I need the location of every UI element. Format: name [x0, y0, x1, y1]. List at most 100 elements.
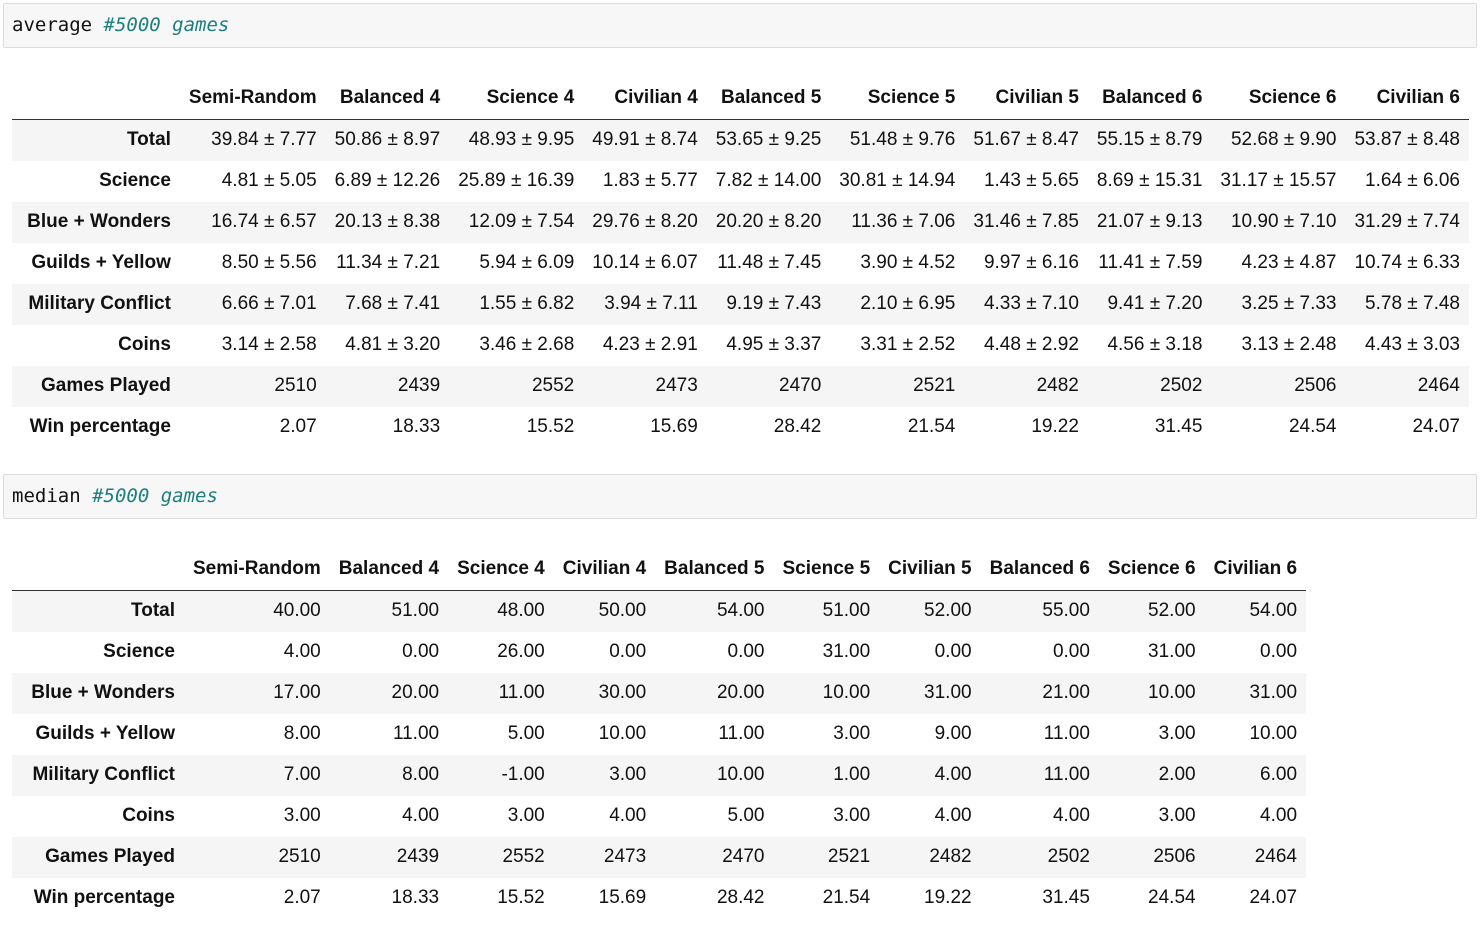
row-label: Science [99, 170, 171, 191]
table-cell: 20.00 [391, 682, 440, 703]
row-label: Military Conflict [32, 764, 175, 785]
table-cell: 2439 [397, 375, 441, 396]
table-row: Military Conflict 7.00 8.00 -1.00 3.00 10.00 1… [12, 754, 1307, 796]
table-cell: 4.00 [1052, 805, 1090, 826]
table-cell: 15.52 [497, 887, 545, 908]
table-cell: 2552 [502, 846, 545, 867]
table-cell: 10.74 ± 6.33 [1354, 252, 1460, 273]
code-cell-median[interactable]: median #5000 games [3, 474, 1477, 519]
table-cell: 55.00 [1042, 600, 1090, 622]
table-cell: 55.15 ± 8.79 [1096, 129, 1203, 151]
table-cell: 4.00 [402, 805, 440, 826]
index-header [12, 548, 184, 591]
table-cell: 19.22 [924, 887, 972, 908]
table-cell: 8.00 [402, 764, 440, 785]
table-cell: 15.69 [598, 887, 647, 908]
dataframe-median: Semi-Random Balanced 4 Science 4 Civilia… [12, 548, 1307, 919]
table-cell: 2470 [722, 846, 765, 867]
table-cell: 9.97 ± 6.16 [983, 252, 1079, 273]
row-label: Guilds + Yellow [31, 252, 171, 273]
table-cell: 3.25 ± 7.33 [1241, 293, 1337, 314]
table-cell: 25.89 ± 16.39 [458, 170, 575, 191]
table-cell: 6.00 [1260, 764, 1298, 785]
table-cell: 4.95 ± 3.37 [726, 334, 822, 355]
table-cell: 0.00 [1052, 641, 1090, 662]
table-cell: 8.50 ± 5.56 [221, 252, 317, 273]
table-cell: 4.00 [1260, 805, 1298, 826]
row-label: Total [131, 600, 175, 622]
table-cell: 3.00 [1158, 723, 1196, 744]
table-cell: 52.00 [1148, 600, 1196, 622]
table-cell: 28.42 [716, 887, 765, 908]
table-cell: 0.00 [727, 641, 765, 662]
row-label: Coins [118, 334, 171, 355]
table-cell: 16.74 ± 6.57 [211, 211, 317, 232]
code-keyword: median [12, 485, 81, 507]
table-cell: 5.94 ± 6.09 [479, 252, 575, 273]
table-cell: 52.68 ± 9.90 [1230, 129, 1337, 151]
code-cell-average[interactable]: average #5000 games [3, 3, 1477, 48]
table-cell: 4.33 ± 7.10 [983, 293, 1079, 314]
table-row: Win percentage 2.07 18.33 15.52 15.69 28.42 21… [12, 406, 1469, 448]
table-cell: 10.00 [822, 682, 871, 703]
table-cell: 3.00 [1158, 805, 1196, 826]
row-label: Win percentage [29, 416, 171, 437]
table-cell: 3.00 [507, 805, 545, 826]
table-cell: 11.34 ± 7.21 [336, 252, 441, 273]
table-cell: 49.91 ± 8.74 [592, 129, 698, 151]
table-cell: 12.09 ± 7.54 [468, 211, 575, 232]
table-cell: 4.23 ± 4.87 [1241, 252, 1337, 273]
table-cell: 9.19 ± 7.43 [726, 293, 822, 314]
table-cell: 2.07 [283, 887, 321, 908]
table-cell: 21.00 [1042, 682, 1090, 703]
column-header: Balanced 6 [980, 548, 1099, 591]
table-row: Games Played 2510 2439 2552 2473 2470 2521 2482… [12, 836, 1307, 878]
row-label: Games Played [41, 375, 171, 396]
table-cell: 39.84 ± 7.77 [211, 129, 317, 151]
table-cell: 18.33 [392, 416, 441, 437]
table-cell: 10.00 [716, 764, 765, 785]
table-cell: 3.00 [609, 764, 647, 785]
table-cell: 2502 [1160, 375, 1203, 396]
table-cell: 31.00 [924, 682, 972, 703]
table-cell: 9.41 ± 7.20 [1107, 293, 1203, 314]
table-row: Blue + Wonders 16.74 ± 6.57 20.13 ± 8.38 12… [12, 201, 1469, 243]
table-cell: 4.00 [609, 805, 647, 826]
table-cell: 4.00 [934, 805, 972, 826]
table-cell: 8.00 [283, 723, 321, 744]
table-cell: 3.13 ± 2.48 [1241, 334, 1337, 355]
table-cell: 31.45 [1154, 416, 1203, 437]
table-cell: 1.64 ± 6.06 [1365, 170, 1460, 191]
table-cell: 2502 [1047, 846, 1090, 867]
table-cell: 4.00 [283, 641, 321, 662]
table-cell: 19.22 [1031, 416, 1079, 437]
table-cell: 17.00 [273, 682, 321, 703]
column-header: Balanced 5 [706, 77, 831, 120]
table-cell: 31.00 [1148, 641, 1196, 662]
table-cell: 7.82 ± 14.00 [715, 170, 822, 191]
row-label: Games Played [45, 846, 175, 867]
table-cell: 52.00 [924, 600, 972, 622]
table-cell: 5.78 ± 7.48 [1365, 293, 1460, 314]
code-keyword: average [12, 14, 93, 36]
table-cell: 30.81 ± 14.94 [839, 170, 956, 191]
table-cell: 24.07 [1249, 887, 1298, 908]
table-cell: 11.00 [392, 723, 440, 744]
table-cell: 15.52 [526, 416, 575, 437]
table-cell: 3.31 ± 2.52 [860, 334, 956, 355]
table-cell: 24.07 [1412, 416, 1460, 437]
table-cell: 2510 [274, 375, 317, 396]
table-cell: 54.00 [716, 600, 765, 622]
column-header: Science 5 [773, 548, 880, 591]
index-header [12, 77, 180, 120]
table-cell: 30.00 [598, 682, 647, 703]
column-header: Civilian 5 [879, 548, 981, 591]
row-label: Science [103, 641, 175, 662]
table-cell: 7.00 [283, 764, 321, 785]
table-cell: 51.00 [391, 600, 440, 622]
table-cell: 20.13 ± 8.38 [334, 211, 441, 232]
table-cell: 4.81 ± 3.20 [345, 334, 441, 355]
table-cell: 4.00 [934, 764, 972, 785]
table-cell: 4.81 ± 5.05 [221, 170, 317, 191]
column-header: Science 6 [1098, 548, 1205, 591]
